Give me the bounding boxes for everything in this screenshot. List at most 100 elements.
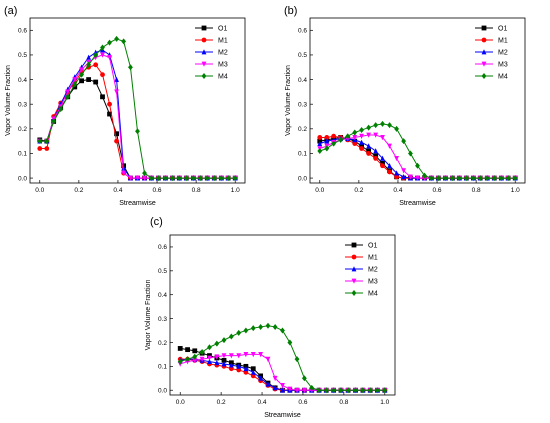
data-point [366,132,372,138]
data-point [317,140,323,146]
data-point [236,363,242,369]
data-point [58,106,64,113]
data-point [199,349,205,356]
series-line [319,123,516,179]
data-point [280,327,285,334]
legend-label: M1 [218,37,228,44]
data-point [250,352,256,358]
data-point [373,148,379,154]
data-point [128,175,133,181]
x-tick-label: 0.0 [315,187,324,194]
data-point [258,375,264,381]
data-point [156,175,161,182]
chart-panel: (a) 0.0 0.2 0.4 0.6 0.8 1.0 0.0 0.1 0.2 0.3 0.4 0.5 0… [4,5,246,207]
x-tick-label: 0.8 [192,187,201,194]
y-tick-label: 0.6 [158,244,167,251]
x-tick-label: 0.8 [339,399,348,406]
x-tick-label: 0.4 [113,187,122,194]
data-point [214,340,220,347]
data-point [484,175,490,182]
data-point [265,356,271,362]
data-point [204,175,210,182]
data-point [415,162,420,169]
data-point [243,327,249,334]
series-line [39,54,236,179]
data-point [366,124,372,131]
legend-label: M3 [498,61,508,68]
data-point [345,387,351,394]
series-m3 [37,52,238,181]
data-point [375,387,380,394]
x-tick-label: 0.6 [298,399,307,406]
data-point [225,175,231,182]
data-point [359,133,364,140]
legend-label: O1 [368,242,377,249]
data-point [387,162,392,169]
legend-marker [351,254,357,260]
data-point [93,62,99,68]
data-point [415,175,420,181]
data-point [142,175,147,181]
x-tick-label: 1.0 [380,399,389,406]
data-point [163,175,168,182]
data-point [316,387,322,394]
data-point [294,356,300,363]
x-axis-label: Streamwise [264,412,301,419]
legend-marker [201,61,207,67]
data-point [214,359,220,366]
x-axis-label: Streamwise [119,200,156,207]
data-point [352,135,358,141]
x-tick-label: 0.2 [74,187,83,194]
data-point [373,122,379,129]
data-point [360,387,366,394]
data-point [338,136,344,143]
data-point [265,322,271,329]
data-point [456,175,462,182]
data-point [197,175,203,182]
legend-label: M1 [498,37,508,44]
x-axis-label: Streamwise [399,200,436,207]
data-point [450,175,455,182]
data-point [366,143,372,149]
data-point [498,175,504,182]
data-point [408,174,413,180]
data-point [100,72,105,78]
legend: O1 M1 M2 M3 M4 [195,25,228,80]
data-point [114,35,119,42]
y-tick-label: 0.0 [18,175,27,182]
x-tick-label: 0.0 [35,187,44,194]
series-m3 [177,352,388,394]
data-point [359,127,364,134]
data-point [243,365,249,372]
legend-marker [481,73,487,79]
data-point [44,146,50,151]
y-tick-label: 0.5 [18,52,27,59]
legend-marker [201,25,207,31]
legend-marker [481,25,487,31]
data-point [192,348,198,354]
data-point [250,366,256,372]
data-point [352,141,358,146]
data-point [236,329,242,336]
data-point [317,147,323,154]
series-line [319,135,516,179]
legend-marker [481,49,487,55]
data-point [218,175,224,182]
legend-marker [201,73,207,79]
panel-label: (a) [4,5,17,17]
data-point [107,111,112,117]
legend-marker [351,242,357,248]
x-tick-label: 0.6 [433,187,442,194]
data-point [387,169,392,175]
data-point [236,353,242,359]
data-point [401,174,407,180]
x-tick-label: 0.2 [354,187,363,194]
data-point [100,52,105,58]
data-point [477,175,483,182]
data-point [192,357,198,364]
data-point [359,143,364,149]
data-point [37,146,43,151]
legend-label: M4 [218,73,228,80]
y-tick-label: 0.6 [18,28,27,35]
legend: O1 M1 M2 M3 M4 [475,25,508,80]
